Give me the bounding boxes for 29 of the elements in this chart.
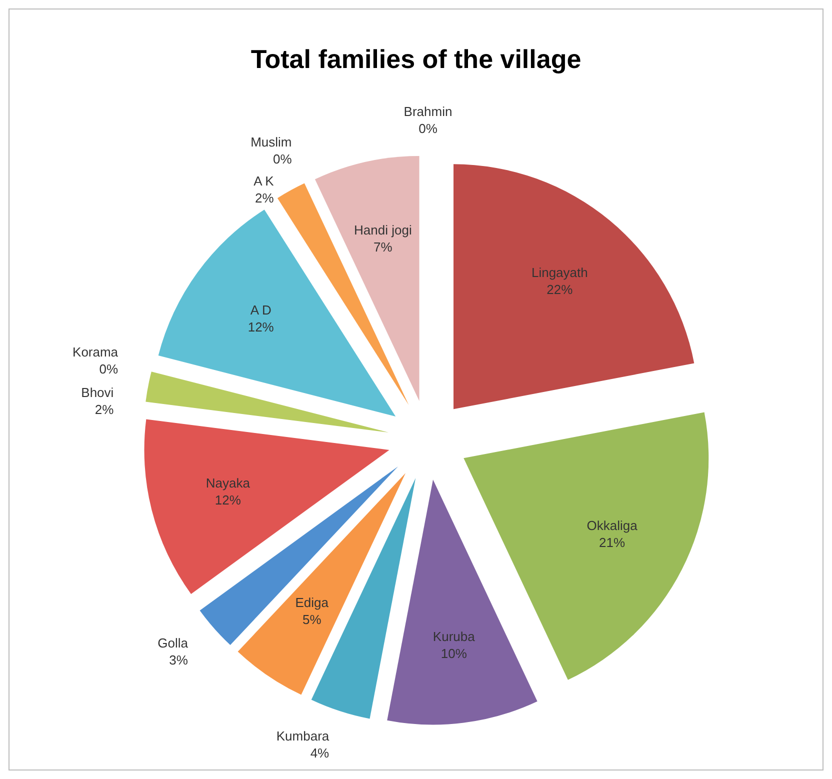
slice-label: Bhovi [81, 384, 114, 400]
category-label: Korama [72, 344, 118, 360]
data-label: 7% [374, 239, 393, 254]
data-label: 2% [255, 190, 274, 206]
slice-label: A K [254, 174, 274, 189]
data-label: 3% [169, 652, 188, 668]
category-label: Brahmin [404, 104, 452, 119]
slice-label: Okkaliga [586, 518, 638, 533]
data-label: 12% [248, 320, 274, 335]
data-label: 12% [214, 492, 242, 508]
text: 0% [99, 361, 118, 376]
slice-label: Ediga [295, 594, 330, 610]
slice-label: Kuruba [432, 628, 476, 644]
data-label: 10% [440, 646, 468, 661]
chart-title: Total families of the village [250, 44, 582, 74]
slice-label: Lingayath [531, 264, 588, 280]
data-label: 22% [546, 282, 574, 297]
data-label: 5% [302, 612, 322, 627]
slice-label: Kumbara [276, 728, 330, 744]
text: 0% [418, 121, 438, 136]
slice-label: Handi jogi [354, 222, 412, 238]
slice-label: Golla [158, 636, 189, 651]
text: 0% [272, 151, 292, 166]
data-label: 21% [599, 534, 626, 550]
slice-label: Nayaka [206, 475, 251, 490]
data-label: 4% [310, 745, 330, 760]
slice-label: A D [250, 302, 272, 318]
category-label: Muslim [250, 134, 292, 150]
data-label: 2% [94, 402, 114, 417]
